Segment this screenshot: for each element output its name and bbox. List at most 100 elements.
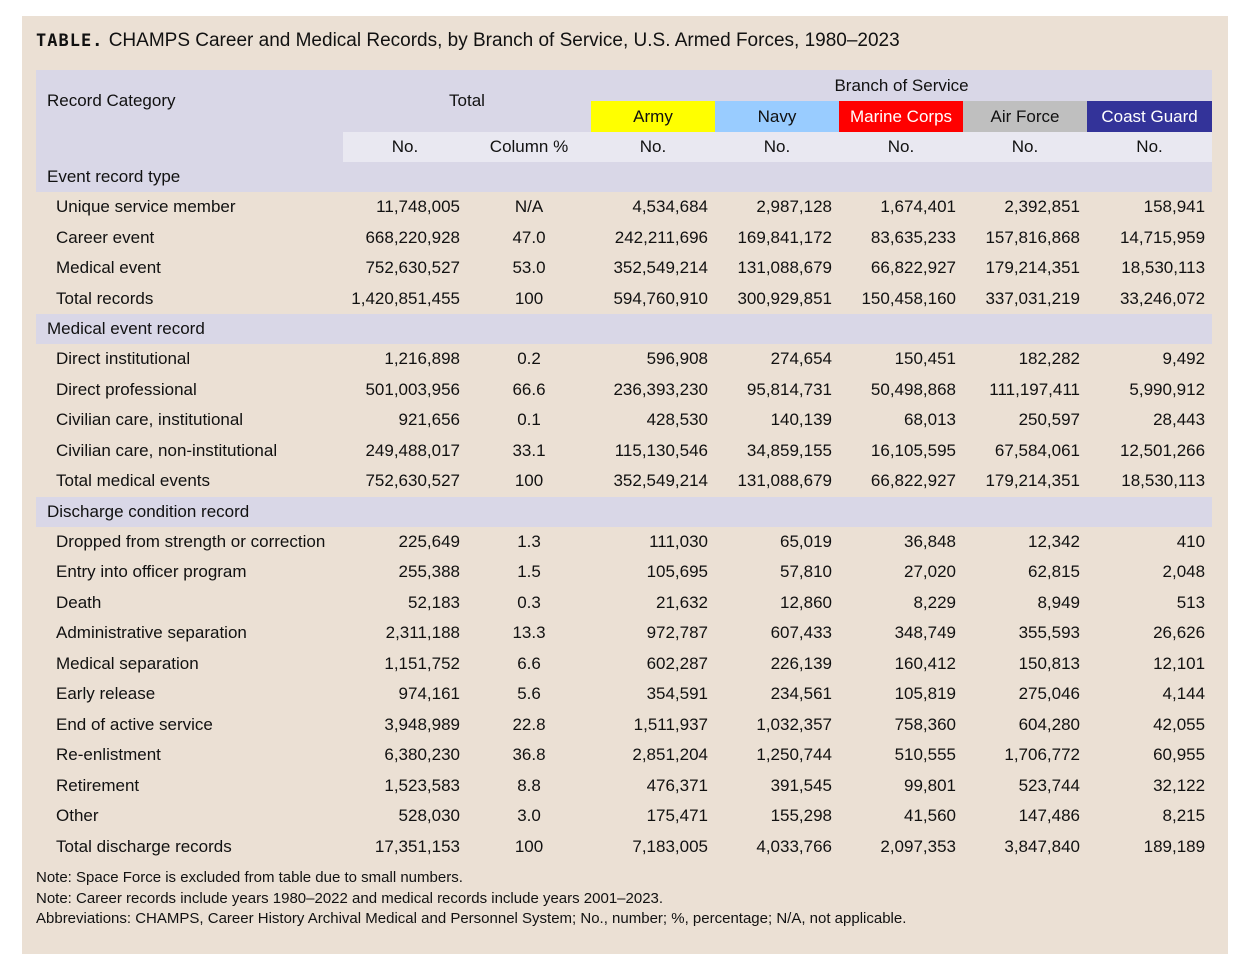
table-cell: 111,030 xyxy=(649,531,709,551)
table-cell: 4,033,766 xyxy=(756,836,833,856)
section-header-row: Event record type xyxy=(36,162,1213,192)
table-cell: 1,216,898 xyxy=(384,349,460,369)
table-cell: 1.3 xyxy=(517,531,541,551)
total-header: Total xyxy=(343,70,592,132)
row-label: Unique service member xyxy=(56,197,236,217)
table-cell: 52,183 xyxy=(408,592,460,612)
table-cell: 242,211,696 xyxy=(614,227,709,247)
table-cell: 62,815 xyxy=(1028,562,1081,582)
table-cell: 602,287 xyxy=(646,653,709,673)
table-cell: 352,549,214 xyxy=(613,258,709,278)
section-title: Event record type xyxy=(36,162,1213,192)
table-cell: 250,597 xyxy=(1018,410,1081,430)
table-cell: 2,311,188 xyxy=(385,623,460,643)
sub-header-cell: No. xyxy=(343,132,467,162)
table-cell: 275,046 xyxy=(1018,684,1081,704)
table-row: Career event 668,220,928 47.0 242,211,696 16… xyxy=(36,223,1212,254)
table-cell: 1,151,752 xyxy=(384,653,460,673)
table-cell: 158,941 xyxy=(1143,197,1206,217)
table-cell: 36,848 xyxy=(904,531,957,551)
table-cell: 95,814,731 xyxy=(746,379,833,399)
row-label: Medical separation xyxy=(56,653,199,673)
table-row: Medical event 752,630,527 53.0 352,549,214 1… xyxy=(36,253,1212,284)
table-cell: 66.6 xyxy=(512,379,546,399)
table-cell: 8.8 xyxy=(517,775,541,795)
table-cell: 225,649 xyxy=(398,531,460,551)
table-cell: 18,530,113 xyxy=(1121,471,1206,491)
table-cell: 150,451 xyxy=(894,349,957,369)
table-cell: 410 xyxy=(1176,531,1206,551)
table-cell: 974,161 xyxy=(398,684,460,704)
table-cell: 668,220,928 xyxy=(365,227,460,247)
table-body: Event record type Unique service member 11… xyxy=(36,162,1213,863)
table-cell: 13.3 xyxy=(512,623,546,643)
table-row: Total records 1,420,851,455 100 594,760,910… xyxy=(36,284,1212,315)
table-cell: 337,031,219 xyxy=(985,288,1081,308)
table-cell: 476,371 xyxy=(646,775,709,795)
table-cell: 155,298 xyxy=(770,806,833,826)
branch-header-navy: Navy xyxy=(715,101,840,132)
table-cell: 33,246,072 xyxy=(1119,288,1206,308)
row-label: Career event xyxy=(56,227,155,247)
table-row: Total medical events 752,630,527 100 352,54… xyxy=(36,466,1212,497)
table-cell: 33.1 xyxy=(512,440,546,460)
table-cell: 22.8 xyxy=(512,714,546,734)
row-label: Total discharge records xyxy=(56,836,232,856)
header-row-1: Record Category Total Branch of Service xyxy=(36,70,1213,132)
branch-header-coast-guard: Coast Guard xyxy=(1087,101,1213,132)
table-cell: 21,632 xyxy=(656,592,709,612)
table-cell: 4,144 xyxy=(1162,684,1206,704)
table-cell: 169,841,172 xyxy=(737,227,833,247)
table-cell: 115,130,546 xyxy=(614,440,709,460)
table-cell: 65,019 xyxy=(780,531,833,551)
table-cell: 3,847,840 xyxy=(1004,836,1081,856)
table-row: Medical separation 1,151,752 6.6 602,287 226… xyxy=(36,649,1212,680)
table-cell: 47.0 xyxy=(512,227,546,247)
table-cell: 26,626 xyxy=(1153,623,1206,643)
table-row: Direct professional 501,003,956 66.6 236,39… xyxy=(36,375,1212,406)
table-cell: 226,139 xyxy=(770,653,833,673)
branch-header-army: Army xyxy=(591,101,716,132)
table-cell: 523,744 xyxy=(1018,775,1081,795)
table-cell: 17,351,153 xyxy=(374,836,460,856)
table-title-text: CHAMPS Career and Medical Records, by Br… xyxy=(108,30,900,51)
table-cell: 67,584,061 xyxy=(994,440,1081,460)
table-cell: 513 xyxy=(1176,592,1206,612)
header-row-sub: No. Column % No. No. No. No. No. xyxy=(36,132,1213,162)
table-cell: 27,020 xyxy=(904,562,957,582)
table-cell: 2,048 xyxy=(1162,562,1206,582)
table-cell: 66,822,927 xyxy=(870,258,957,278)
sub-header-cell: No. xyxy=(1087,132,1213,162)
table-cell: 99,801 xyxy=(904,775,957,795)
table-cell: N/A xyxy=(514,197,544,217)
table-cell: 758,360 xyxy=(894,714,957,734)
table-row: Total discharge records 17,351,153 100 7,18… xyxy=(36,832,1212,863)
table-cell: 391,545 xyxy=(770,775,833,795)
sub-header-cell: No. xyxy=(963,132,1088,162)
row-label: Total medical events xyxy=(56,471,211,491)
table-cell: 12,101 xyxy=(1153,653,1206,673)
table-cell: 594,760,910 xyxy=(613,288,709,308)
table-cell: 147,486 xyxy=(1018,806,1081,826)
table-cell: 179,214,351 xyxy=(985,258,1081,278)
header-row-branches: Army Navy Marine Corps Air Force Coast Guard xyxy=(36,101,1213,132)
table-cell: 596,908 xyxy=(646,349,709,369)
table-cell: 8,215 xyxy=(1162,806,1206,826)
table-cell: 5.6 xyxy=(517,684,541,704)
table-cell: 28,443 xyxy=(1153,410,1206,430)
table-cell: 157,816,868 xyxy=(985,227,1081,247)
section-header-row: Discharge condition record xyxy=(36,496,1213,527)
table-cell: 100 xyxy=(514,836,544,856)
table-cell: 12,342 xyxy=(1028,531,1081,551)
data-table: Record Category Total Branch of Service … xyxy=(36,70,1213,863)
table-cell: 1.5 xyxy=(517,562,541,582)
sub-header-blank xyxy=(36,132,343,162)
table-cell: 175,471 xyxy=(646,806,709,826)
table-cell: 352,549,214 xyxy=(613,471,709,491)
table-title-tag: TABLE. xyxy=(36,31,104,51)
table-panel: TABLE. CHAMPS Career and Medical Records… xyxy=(22,16,1228,954)
table-cell: 34,859,155 xyxy=(746,440,833,460)
table-cell: 150,813 xyxy=(1018,653,1081,673)
table-cell: 32,122 xyxy=(1153,775,1206,795)
section-header-row: Medical event record xyxy=(36,314,1213,344)
